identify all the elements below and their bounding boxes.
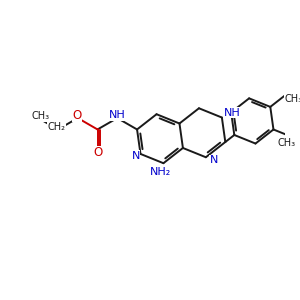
Text: NH₂: NH₂ [150,167,171,177]
Text: NH: NH [109,110,126,120]
Text: CH₃: CH₃ [284,94,300,104]
Text: NH: NH [224,108,241,118]
Text: CH₂: CH₂ [47,122,65,132]
Text: N: N [132,151,140,161]
Text: O: O [72,109,81,122]
Text: O: O [93,146,102,159]
Text: N: N [210,155,218,165]
Text: CH₃: CH₃ [278,138,296,148]
Text: CH₃: CH₃ [31,111,49,121]
